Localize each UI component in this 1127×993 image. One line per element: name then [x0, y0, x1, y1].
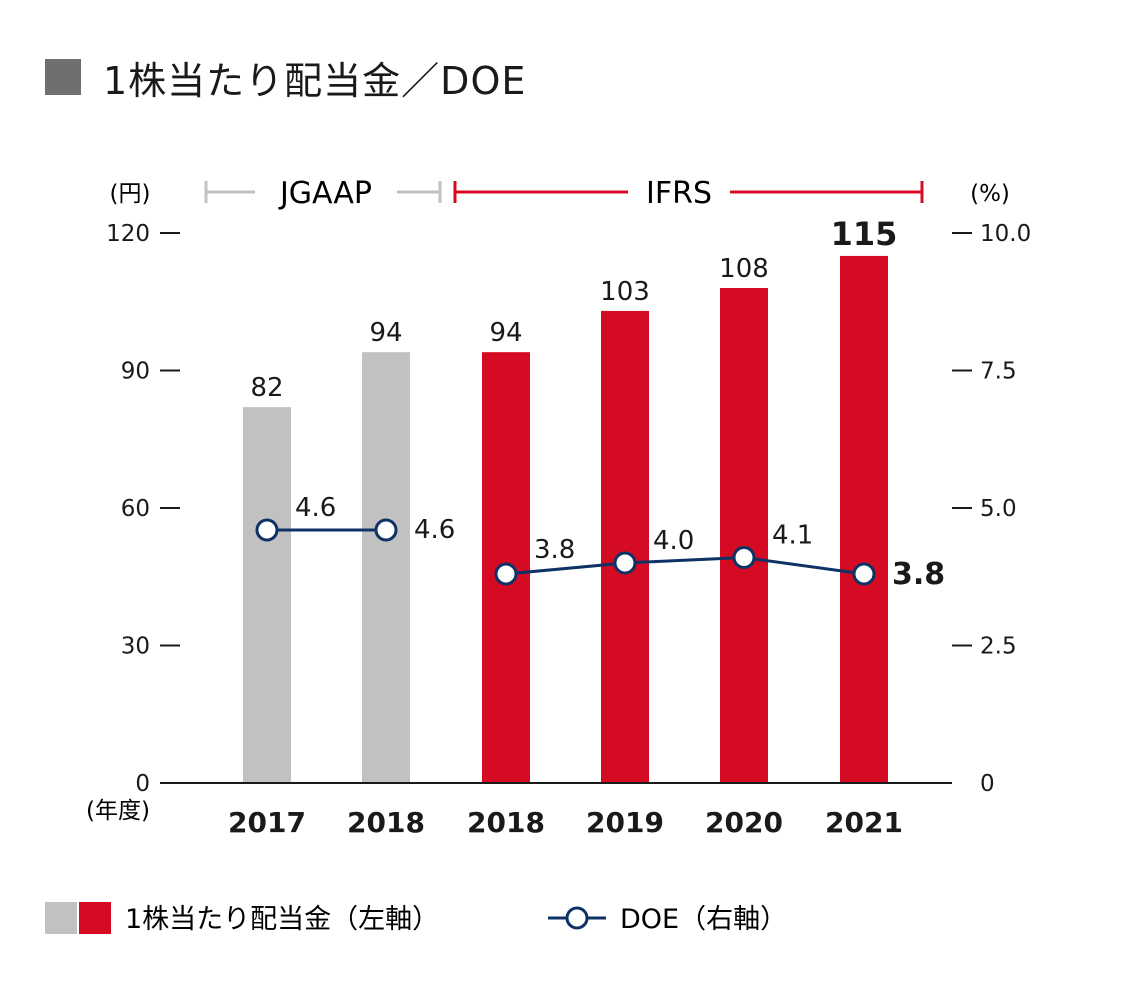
bar-value-label: 115: [831, 215, 898, 253]
doe-value-label: 4.6: [414, 515, 455, 545]
right-tick-label: 5.0: [980, 496, 1017, 522]
ifrs-bracket: IFRS: [453, 176, 924, 211]
legend: 1株当たり配当金（左軸） DOE（右軸）: [45, 902, 787, 935]
bar-value-label: 94: [369, 318, 402, 348]
bar-value-label: 94: [489, 318, 522, 348]
doe-point-marker: [732, 546, 756, 569]
legend-ifrs-swatch: [79, 902, 111, 934]
ifrs-label: IFRS: [646, 176, 712, 211]
dividend-bar: [362, 352, 410, 783]
x-tick-label: 2017: [228, 806, 306, 839]
doe-value-label: 3.8: [534, 535, 575, 565]
left-axis: 0 30 60 90 120: [106, 221, 180, 797]
x-tick-label: 2018: [347, 806, 425, 839]
jgaap-bracket: JGAAP: [204, 176, 442, 211]
x-tick-label: 2018: [467, 806, 545, 839]
title-square-icon: [45, 59, 81, 95]
chart-title: 1株当たり配当金／DOE: [45, 52, 527, 103]
x-tick-label: 2020: [705, 806, 783, 839]
doe-value-label: 4.0: [653, 526, 694, 556]
doe-point-marker: [255, 518, 279, 542]
right-axis: 0 2.5 5.0 7.5 10.0: [952, 221, 1031, 797]
left-tick-label: 0: [135, 771, 150, 797]
dividend-bar: [840, 255, 888, 783]
right-axis-unit: (%): [970, 181, 1010, 207]
doe-value-label: 4.6: [295, 493, 336, 523]
legend-bar-label: 1株当たり配当金（左軸）: [125, 904, 439, 935]
x-tick-label: 2021: [825, 806, 903, 839]
left-tick-label: 30: [121, 634, 150, 660]
left-tick-label: 90: [121, 359, 150, 385]
doe-value-label: 3.8: [892, 557, 945, 592]
right-tick-label: 0: [980, 771, 995, 797]
doe-point-marker: [494, 562, 518, 586]
legend-line-label: DOE（右軸）: [620, 904, 787, 935]
x-axis-labels: 2017 2018 2018 2019 2020 2021: [228, 806, 903, 839]
right-tick-label: 10.0: [980, 221, 1031, 247]
dividend-bar: [601, 310, 649, 783]
doe-point-marker: [852, 562, 876, 586]
right-tick-label: 2.5: [980, 634, 1017, 660]
doe-point-marker: [613, 551, 637, 575]
chart-title-text: 1株当たり配当金／DOE: [103, 58, 527, 103]
bar-value-label: 103: [600, 277, 650, 307]
doe-line-series: 4.6 4.6 3.8 4.0 4.1 3.8: [255, 493, 945, 592]
bar-series: [243, 255, 888, 783]
dividend-bar: [243, 407, 291, 783]
left-tick-label: 60: [121, 496, 150, 522]
x-tick-label: 2019: [586, 806, 664, 839]
dividend-bar: [720, 288, 768, 783]
jgaap-label: JGAAP: [278, 176, 372, 211]
bar-value-label: 82: [250, 373, 283, 403]
x-axis-title: (年度): [86, 798, 150, 824]
doe-point-marker: [374, 518, 398, 542]
right-tick-label: 7.5: [980, 359, 1017, 385]
bar-value-labels: 82 94 94 103 108 115: [250, 215, 897, 403]
legend-line-marker-icon: [565, 906, 589, 930]
bar-value-label: 108: [719, 254, 769, 284]
left-axis-unit: (円): [110, 181, 151, 207]
doe-value-label: 4.1: [772, 521, 813, 551]
legend-jgaap-swatch: [45, 902, 77, 934]
left-tick-label: 120: [106, 221, 150, 247]
doe-line-segment: [505, 555, 865, 576]
